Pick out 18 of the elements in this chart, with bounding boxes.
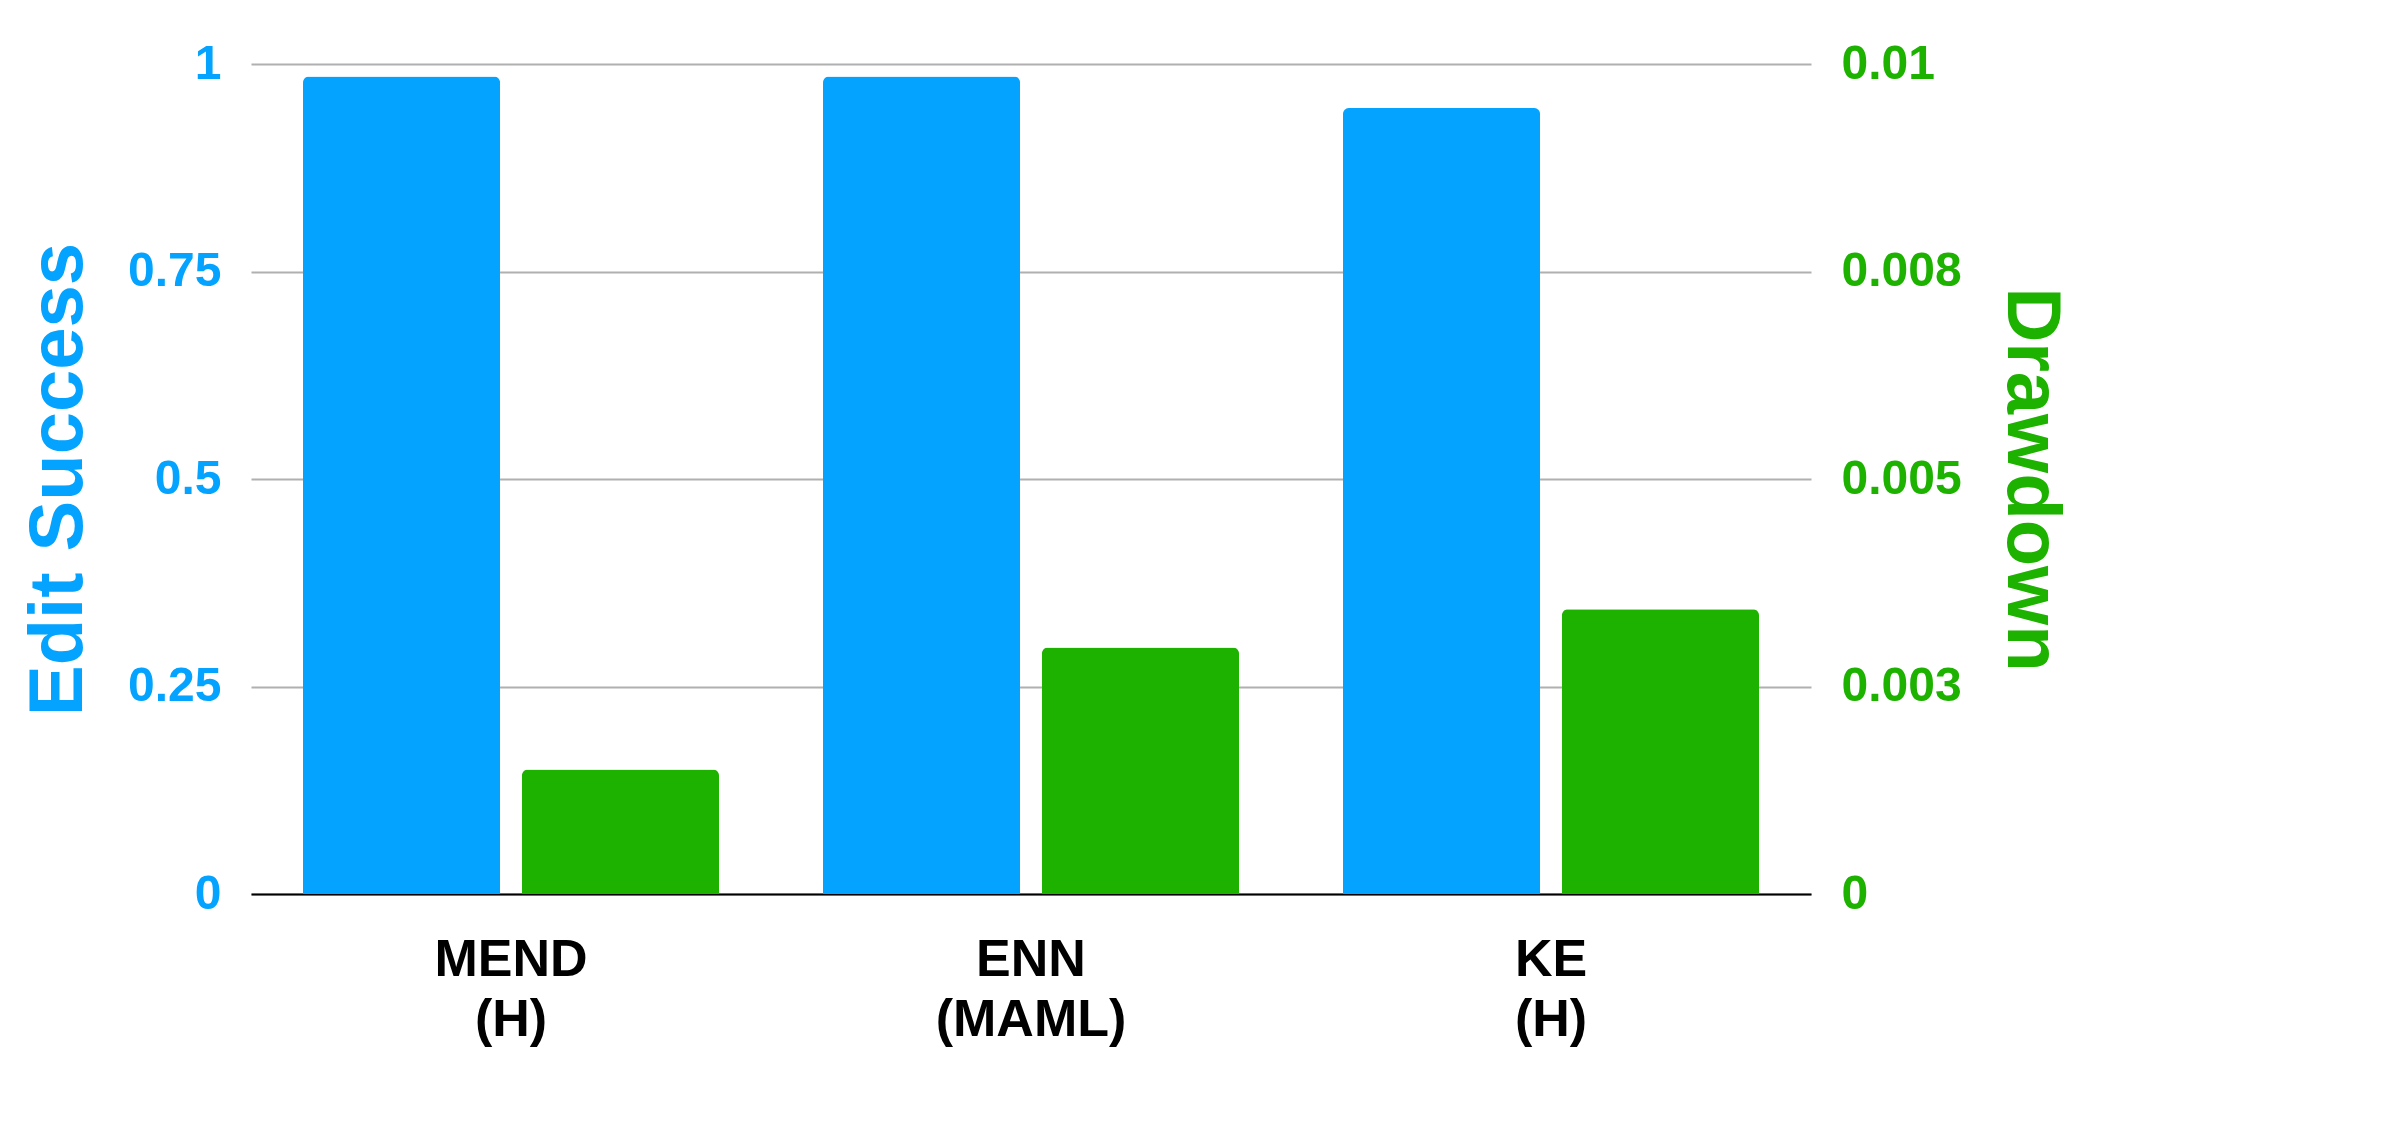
bar: [521, 769, 719, 894]
bar: [1561, 609, 1759, 894]
y-tick-label: 0: [194, 865, 222, 919]
y-tick-label: 0.5: [154, 450, 222, 504]
y-tick-label: 0.25: [128, 658, 222, 711]
y2-axis-title: Drawdown: [1991, 287, 2077, 672]
y2-tick-label: 0.008: [1841, 243, 1962, 296]
x-tick-label: KE (H): [1514, 928, 1588, 1047]
x-tick-label: ENN (MAML): [935, 928, 1127, 1047]
x-tick-label: MEND (H): [434, 928, 588, 1047]
y2-tick-label: 0.01: [1841, 35, 1935, 89]
y-tick-label: 0.75: [128, 243, 222, 296]
y-axis-title: Edit Success: [13, 242, 99, 717]
y-tick-label: 1: [194, 35, 222, 89]
bar: [1041, 647, 1239, 894]
y2-tick-label: 0: [1841, 865, 1869, 919]
y2-tick-label: 0.003: [1841, 658, 1962, 711]
y2-tick-label: 0.005: [1841, 450, 1962, 504]
